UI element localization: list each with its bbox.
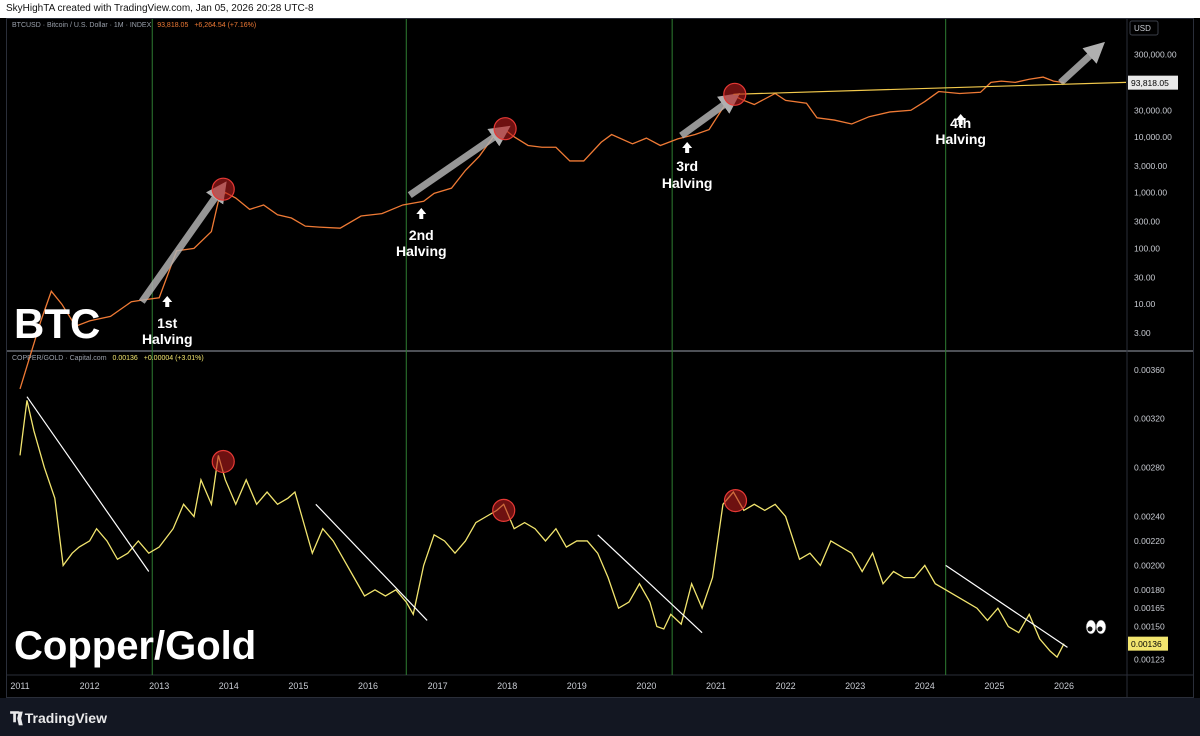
x-tick-label: 2023 (845, 681, 865, 691)
x-tick-label: 2020 (636, 681, 656, 691)
footer-bar (0, 698, 1200, 736)
btc-last-price-tag (1128, 75, 1178, 90)
chart-canvas[interactable]: 1stHalving2ndHalving3rdHalving4thHalving… (0, 0, 1200, 698)
x-tick-label: 2017 (428, 681, 448, 691)
btc-y-tick: 10.00 (1134, 299, 1156, 309)
cycle-arrow-2 (407, 125, 511, 199)
cg-downtrend-line-2 (315, 503, 428, 621)
halving-sub-3: Halving (662, 175, 713, 191)
halving-label-3: 3rd (676, 158, 698, 174)
cg-legend-change: +0.00004 (+3.01%) (143, 355, 204, 362)
x-tick-label: 2013 (149, 681, 169, 691)
halving-up-arrow-icon (682, 142, 693, 153)
btc-peak-circle-1 (211, 177, 235, 201)
x-tick-label: 2015 (288, 681, 308, 691)
x-tick-label: 2019 (567, 681, 587, 691)
btc-y-tick: 300,000.00 (1134, 50, 1177, 60)
btc-big-label: BTC (14, 300, 101, 347)
btc-y-tick: 3,000.00 (1134, 161, 1167, 171)
btc-price-line (19, 76, 1065, 390)
halving-up-arrow-icon (416, 208, 427, 219)
x-tick-label: 2012 (80, 681, 100, 691)
cg-y-tick: 0.00240 (1134, 512, 1165, 522)
cg-y-tick: 0.00180 (1134, 585, 1165, 595)
x-tick-label: 2018 (497, 681, 517, 691)
cg-peak-circle-3 (723, 489, 748, 513)
cg-legend-value: 0.00136 (112, 355, 138, 362)
btc-resistance-line (733, 81, 1127, 95)
cg-y-tick: 0.00123 (1134, 655, 1165, 665)
cycle-arrow-4 (1058, 41, 1105, 86)
btc-y-tick: 30.00 (1134, 272, 1156, 282)
cg-big-label: Copper/Gold (14, 624, 257, 668)
btc-y-tick: 100.00 (1134, 243, 1160, 253)
btc-legend: BTCUSD · Bitcoin / U.S. Dollar · 1M · IN… (12, 22, 256, 29)
currency-box[interactable] (1129, 20, 1159, 36)
halving-sub-4: Halving (935, 131, 986, 147)
x-tick-label: 2016 (358, 681, 378, 691)
cg-y-tick: 0.00150 (1134, 622, 1165, 632)
halving-up-arrow-icon (162, 296, 173, 307)
btc-peak-circle-2 (493, 117, 517, 141)
btc-y-tick: 30,000.00 (1134, 105, 1172, 115)
chart-header: SkyHighTA created with TradingView.com, … (0, 0, 1200, 18)
halving-label-1: 1st (157, 315, 178, 331)
x-tick-label: 2025 (984, 681, 1004, 691)
x-tick-label: 2026 (1054, 681, 1074, 691)
tradingview-logo[interactable]: 𝐓❰ TradingView (10, 709, 107, 726)
btc-legend-value: 93,818.05 (157, 22, 189, 29)
btc-peak-circle-3 (723, 82, 747, 106)
tradingview-brand: TradingView (24, 709, 107, 726)
x-tick-label: 2022 (776, 681, 796, 691)
cg-last-price-label: 0.00136 (1131, 639, 1162, 649)
halving-sub-2: Halving (396, 243, 447, 259)
btc-legend-change: +6,264.54 (+7.16%) (194, 22, 257, 29)
btc-y-tick: 3.00 (1134, 328, 1151, 338)
cycle-arrow-3 (679, 92, 741, 139)
halving-sub-1: Halving (142, 331, 193, 347)
x-tick-label: 2021 (706, 681, 726, 691)
btc-y-tick: 10,000.00 (1134, 132, 1172, 142)
cg-peak-circle-2 (492, 498, 516, 522)
cg-peak-circle-1 (211, 449, 235, 474)
chart-frame (6, 18, 1194, 698)
eyes-icon (1085, 619, 1107, 635)
btc-legend-symbol: BTCUSD · Bitcoin / U.S. Dollar · 1M · IN… (12, 22, 152, 29)
cg-last-price-tag (1128, 636, 1168, 651)
cg-legend-symbol: COPPER/GOLD · Capital.com (12, 355, 107, 362)
x-tick-label: 2024 (915, 681, 935, 691)
tradingview-mark-icon: 𝐓❰ (10, 709, 23, 725)
cg-downtrend-line-4 (945, 564, 1068, 648)
cg-y-tick: 0.00320 (1134, 414, 1165, 424)
cg-downtrend-line-3 (597, 534, 703, 634)
halving-label-4: 4th (950, 115, 971, 131)
currency-label: USD (1134, 24, 1151, 33)
cg-downtrend-line-1 (26, 396, 150, 572)
cg-y-tick: 0.00280 (1134, 463, 1165, 473)
cg-y-tick: 0.00360 (1134, 365, 1165, 375)
halving-label-2: 2nd (409, 227, 434, 243)
cg-y-tick: 0.00165 (1134, 603, 1165, 613)
cg-legend: COPPER/GOLD · Capital.com 0.00136 +0.000… (12, 355, 204, 362)
btc-y-tick: 1,000.00 (1134, 188, 1167, 198)
cg-y-tick: 0.00200 (1134, 560, 1165, 570)
cg-y-tick: 0.00220 (1134, 536, 1165, 546)
btc-y-tick: 300.00 (1134, 217, 1160, 227)
copper-gold-line (19, 400, 1065, 659)
cycle-arrow-1 (138, 181, 227, 304)
btc-last-price-label: 93,818.05 (1131, 78, 1169, 88)
halving-up-arrow-icon (955, 114, 966, 125)
x-tick-label: 2014 (219, 681, 239, 691)
x-tick-label: 2011 (10, 681, 29, 691)
